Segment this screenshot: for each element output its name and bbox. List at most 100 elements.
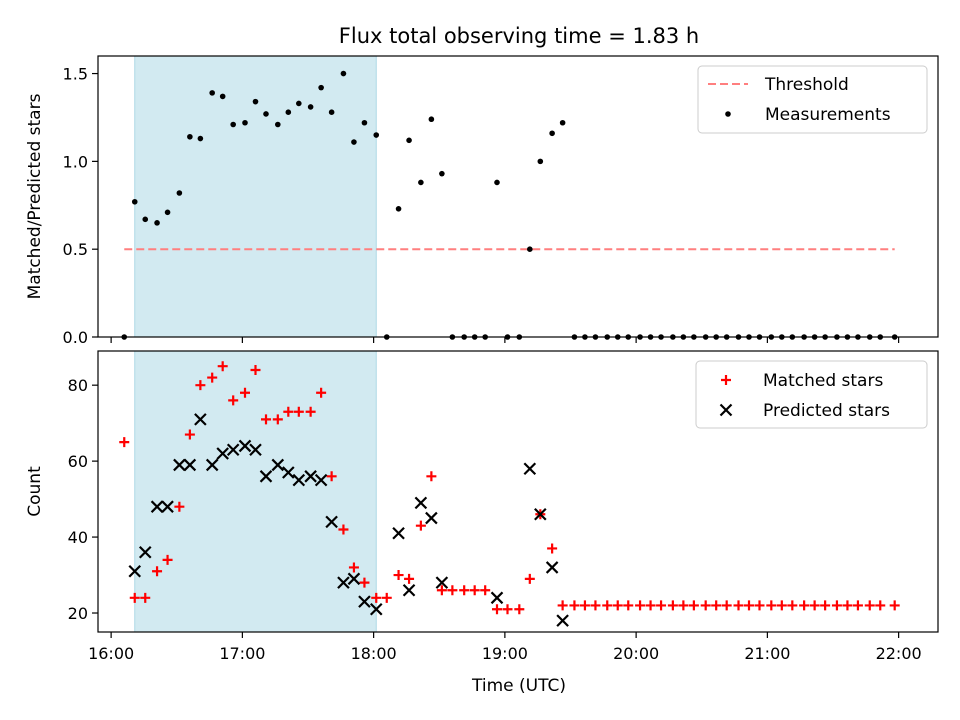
matched-point bbox=[776, 600, 787, 611]
measurement-point bbox=[176, 190, 183, 196]
predicted-point bbox=[402, 583, 416, 597]
measurement-point bbox=[187, 133, 193, 140]
matched-point bbox=[688, 600, 699, 611]
matched-point bbox=[579, 600, 590, 611]
predicted-point bbox=[490, 591, 504, 605]
measurement-point bbox=[351, 139, 357, 145]
matched-point bbox=[492, 604, 502, 615]
y-tick-label: 1.5 bbox=[63, 65, 88, 84]
x-tick-label: 16:00 bbox=[88, 644, 134, 663]
matched-point bbox=[184, 429, 195, 440]
matched-point bbox=[140, 592, 151, 603]
matched-point bbox=[436, 585, 447, 596]
measurement-point bbox=[328, 109, 335, 115]
matched-point bbox=[645, 600, 656, 611]
matched-point bbox=[305, 406, 316, 417]
measurement-point bbox=[395, 205, 402, 212]
measurement-point bbox=[373, 132, 380, 138]
matched-point bbox=[667, 600, 678, 611]
matched-point bbox=[799, 600, 810, 611]
predicted-point bbox=[282, 466, 295, 479]
legend-predicted-label: Predicted stars bbox=[763, 401, 890, 421]
measurement-point bbox=[242, 119, 248, 126]
matched-point bbox=[426, 471, 437, 482]
matched-point bbox=[569, 600, 580, 611]
predicted-point bbox=[292, 473, 306, 487]
matched-point bbox=[590, 600, 601, 611]
legend-box bbox=[697, 65, 928, 134]
predicted-point bbox=[314, 473, 328, 487]
matched-point bbox=[459, 585, 470, 596]
top-legend: Threshold Measurements bbox=[697, 65, 928, 134]
matched-point bbox=[381, 592, 392, 603]
chart-title: Flux total observing time = 1.83 h bbox=[339, 24, 699, 48]
matched-point bbox=[557, 600, 568, 611]
measurement-point bbox=[263, 111, 269, 117]
predicted-point bbox=[173, 458, 186, 472]
matched-point bbox=[272, 414, 283, 425]
predicted-point bbox=[556, 614, 569, 627]
top-axes-frame bbox=[97, 55, 939, 338]
predicted-point bbox=[392, 526, 405, 540]
legend-measurements-swatch bbox=[725, 111, 731, 117]
matched-point bbox=[316, 387, 327, 398]
matched-point bbox=[623, 600, 634, 611]
matched-point bbox=[602, 600, 613, 611]
measurement-point bbox=[494, 179, 500, 186]
predicted-point bbox=[534, 508, 547, 521]
measurement-point bbox=[219, 93, 226, 100]
measurement-point bbox=[154, 220, 160, 226]
measurement-point bbox=[285, 109, 292, 115]
y-tick-label: 0.5 bbox=[63, 240, 88, 259]
predicted-point bbox=[271, 458, 285, 472]
matched-point bbox=[852, 600, 863, 611]
matched-point bbox=[889, 600, 900, 611]
predicted-point bbox=[128, 564, 142, 578]
predicted-point bbox=[425, 511, 438, 525]
matched-point bbox=[480, 585, 491, 596]
matched-point bbox=[733, 600, 744, 611]
predicted-point bbox=[523, 462, 537, 475]
predicted-point bbox=[138, 545, 152, 559]
measurement-point bbox=[307, 104, 314, 110]
measurement-point bbox=[296, 100, 302, 107]
predicted-point bbox=[369, 602, 383, 616]
matched-point bbox=[831, 600, 842, 611]
legend-threshold-label: Threshold bbox=[764, 75, 849, 95]
y-tick-label: 0.0 bbox=[63, 328, 88, 347]
measurement-point bbox=[549, 130, 555, 137]
matched-point bbox=[250, 364, 261, 375]
legend-predicted-swatch bbox=[719, 403, 733, 417]
matched-point bbox=[754, 600, 765, 611]
matched-point bbox=[129, 592, 140, 603]
matched-point bbox=[228, 395, 239, 406]
legend-box bbox=[695, 360, 928, 429]
matched-point bbox=[415, 520, 426, 531]
measurement-point bbox=[406, 137, 412, 144]
predicted-point bbox=[358, 595, 371, 608]
measurement-point bbox=[361, 119, 368, 126]
y-axis-label: Matched/Predicted stars bbox=[25, 93, 45, 299]
bottom-panel: 20 40 60 80 16:00 17:00 18:00 19:00 20:00 21:00 22… bbox=[25, 350, 939, 663]
matched-point bbox=[875, 600, 886, 611]
matched-point bbox=[174, 501, 185, 512]
measurement-point bbox=[252, 98, 259, 105]
predicted-point bbox=[150, 500, 164, 513]
matched-point bbox=[338, 524, 349, 535]
matched-point bbox=[635, 600, 646, 611]
matched-point bbox=[612, 600, 623, 611]
legend-measurements-label: Measurements bbox=[765, 105, 891, 125]
predicted-point bbox=[414, 496, 428, 510]
x-tick-label: 18:00 bbox=[351, 644, 397, 663]
matched-point bbox=[217, 361, 228, 372]
matched-point bbox=[240, 387, 250, 398]
measurement-point bbox=[230, 121, 236, 128]
y-tick-label: 40 bbox=[68, 528, 88, 547]
predicted-point bbox=[259, 470, 273, 483]
matched-point bbox=[393, 570, 404, 581]
matched-point bbox=[326, 471, 337, 482]
y-axis-label: Count bbox=[25, 466, 45, 517]
matched-point bbox=[359, 577, 370, 588]
measurement-point bbox=[559, 119, 566, 126]
predicted-point bbox=[304, 470, 317, 483]
